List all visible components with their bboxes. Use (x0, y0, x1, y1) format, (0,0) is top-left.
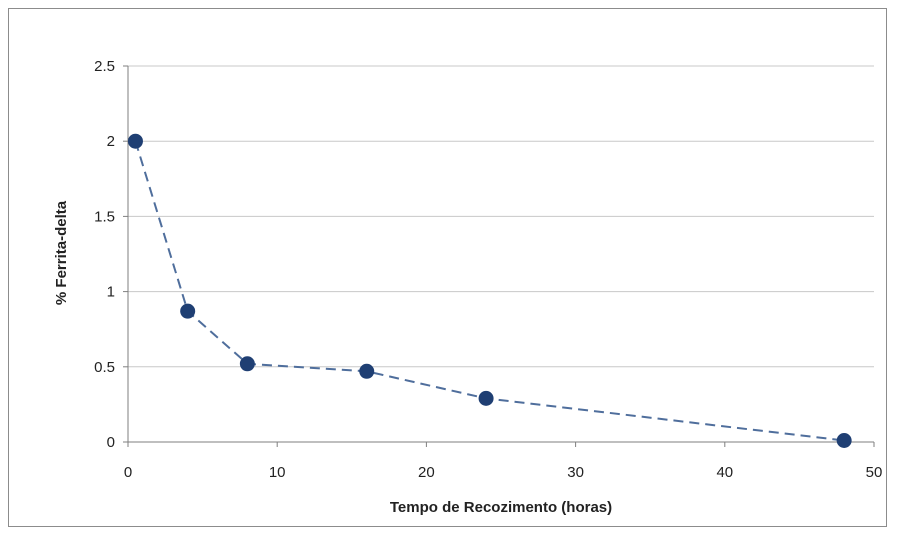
x-tick-label-4: 40 (716, 464, 733, 481)
data-point-5 (836, 432, 852, 448)
series-line-0 (134, 140, 845, 442)
data-point-0 (127, 133, 143, 149)
y-tick-label-1: 0.5 (94, 359, 115, 376)
data-point-4 (478, 390, 494, 406)
x-tick-label-3: 30 (567, 464, 584, 481)
x-tick-labels: 0 10 20 30 40 50 (124, 464, 883, 481)
data-point-1 (180, 303, 196, 319)
y-tick-label-0: 0 (107, 434, 115, 451)
y-axis-label: % Ferrita-delta (53, 200, 70, 305)
series-group (127, 133, 852, 448)
x-axis-label: Tempo de Recozimento (horas) (390, 499, 612, 516)
grid-lines (128, 65, 874, 368)
x-tick-label-1: 10 (269, 464, 286, 481)
x-tick-label-5: 50 (866, 464, 883, 481)
chart-frame (8, 8, 887, 527)
data-point-3 (359, 363, 375, 379)
x-tick-label-0: 0 (124, 464, 132, 481)
y-tick-label-2: 1 (107, 284, 115, 301)
y-tick-label-5: 2.5 (94, 58, 115, 75)
y-tick-labels: 0 0.5 1 1.5 2 2.5 (94, 58, 115, 451)
x-tick-label-2: 20 (418, 464, 435, 481)
axes (123, 65, 875, 447)
y-tick-label-3: 1.5 (94, 208, 115, 225)
data-point-2 (239, 356, 255, 372)
y-tick-label-4: 2 (107, 133, 115, 150)
